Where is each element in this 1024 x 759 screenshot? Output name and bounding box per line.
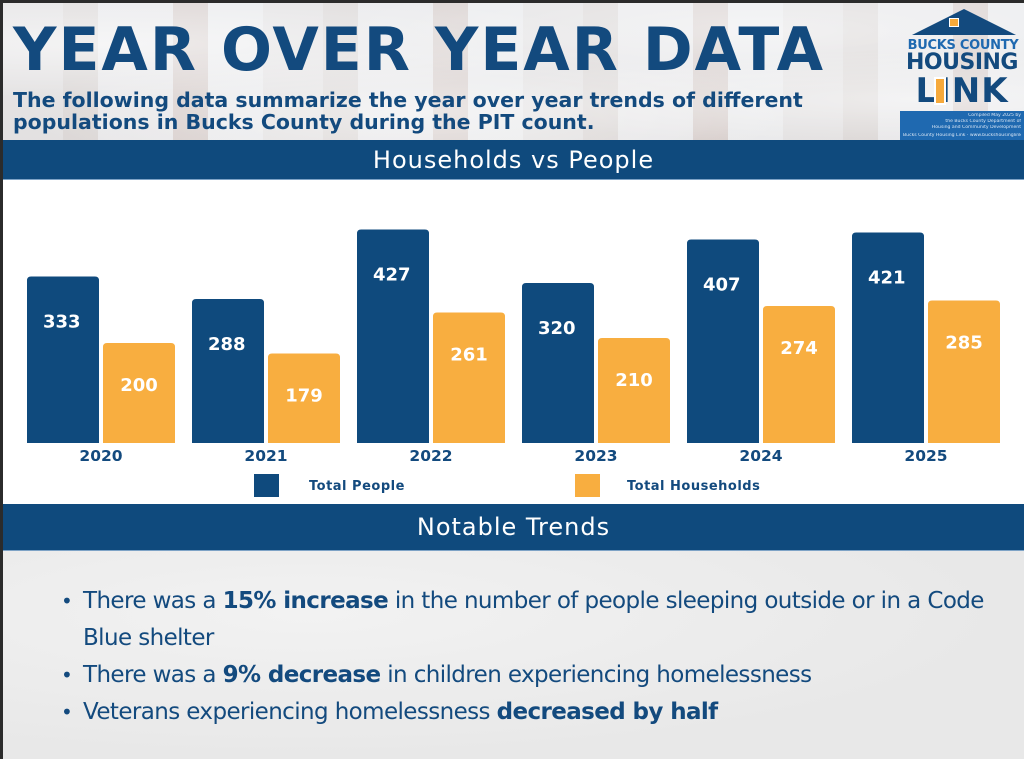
data-label-households: 285: [945, 333, 983, 354]
section-header-trends: Notable Trends: [3, 504, 1024, 551]
trend-highlight: 15% increase: [222, 588, 389, 614]
data-label-people: 320: [538, 318, 576, 339]
trend-text: There was a: [83, 588, 223, 614]
bucks-county-housing-link-logo: BUCKS COUNTY HOUSING LINK Compiled May 2…: [898, 9, 1024, 143]
legend-label: Total Households: [627, 479, 760, 494]
x-tick-label: 2025: [904, 447, 947, 465]
bar-total-households: [103, 343, 175, 443]
page-subtitle: The following data summarize the year ov…: [13, 89, 893, 133]
data-label-households: 179: [285, 386, 323, 407]
logo-credit-box: Compiled May 2025 by the Bucks County De…: [900, 111, 1024, 143]
bar-total-households: [598, 338, 670, 443]
data-label-households: 274: [780, 338, 818, 359]
infographic-page: YEAR OVER YEAR DATA The following data s…: [3, 3, 1024, 759]
open-door-icon: [934, 77, 946, 105]
households-vs-people-chart: 333 200 2020 288 179 2021 427 261 2022 320 210 2023…: [3, 180, 1024, 504]
bar-total-people: [687, 239, 759, 443]
bar-total-people: [357, 229, 429, 443]
credit-line-1: Compiled May 2025 by: [968, 113, 1021, 118]
trend-text: in children experiencing homelessness: [380, 662, 812, 688]
trend-highlight: 9% decrease: [222, 662, 382, 688]
credit-line-3: Housing and Community Development: [931, 125, 1021, 130]
data-label-households: 200: [120, 375, 158, 396]
notable-trends-panel: There was a 15% increase in the number o…: [3, 551, 1024, 759]
logo-line-3: LINK: [915, 71, 1009, 111]
trend-text: Veterans experiencing homelessness: [83, 699, 497, 725]
trend-item: Veterans experiencing homelessness decre…: [61, 694, 1001, 731]
data-label-households: 210: [615, 370, 653, 391]
trend-item: There was a 15% increase in the number o…: [61, 583, 1001, 657]
trend-text: There was a: [83, 662, 223, 688]
legend-label: Total People: [309, 479, 405, 494]
bar-total-households: [928, 300, 1000, 443]
data-label-people: 288: [208, 334, 246, 355]
subtitle-line-2: populations in Bucks County during the P…: [13, 110, 595, 134]
subtitle-line-1: The following data summarize the year ov…: [13, 88, 803, 112]
x-tick-label: 2020: [79, 447, 122, 465]
x-tick-label: 2023: [574, 447, 617, 465]
x-tick-label: 2021: [244, 447, 287, 465]
header-banner: YEAR OVER YEAR DATA The following data s…: [3, 3, 1024, 143]
legend-swatch: [254, 474, 279, 497]
data-label-people: 427: [373, 265, 411, 286]
x-tick-label: 2022: [409, 447, 452, 465]
trend-list: There was a 15% increase in the number o…: [61, 583, 1001, 731]
page-title: YEAR OVER YEAR DATA: [13, 15, 826, 85]
x-tick-label: 2024: [739, 447, 782, 465]
data-label-people: 421: [868, 268, 906, 289]
bar-total-households: [433, 312, 505, 443]
trend-item: There was a 9% decrease in children expe…: [61, 657, 1001, 694]
bar-chart-svg: 333 200 2020 288 179 2021 427 261 2022 320 210 2023…: [27, 229, 1000, 497]
logo-line-2: HOUSING: [906, 50, 1018, 75]
trend-highlight: decreased by half: [496, 699, 719, 725]
section-header-households: Households vs People: [3, 140, 1024, 180]
data-label-people: 407: [703, 275, 741, 296]
data-label-households: 261: [450, 345, 488, 366]
bar-total-people: [852, 232, 924, 443]
data-label-people: 333: [43, 312, 81, 333]
window-icon: [949, 18, 959, 27]
trend-text: in the number of people sleeping outside…: [83, 588, 984, 651]
credit-footer: Bucks County Housing Link · www.buckshou…: [903, 133, 1021, 138]
legend-swatch: [575, 474, 600, 497]
bar-total-people: [27, 276, 99, 443]
logo-line-1: BUCKS COUNTY: [907, 38, 1019, 53]
credit-line-2: the Bucks County Department of: [945, 119, 1021, 124]
house-roof-icon: [912, 9, 1016, 35]
bar-total-households: [268, 353, 340, 443]
bar-total-households: [763, 306, 835, 443]
bar-total-people: [522, 283, 594, 443]
bar-total-people: [192, 299, 264, 443]
